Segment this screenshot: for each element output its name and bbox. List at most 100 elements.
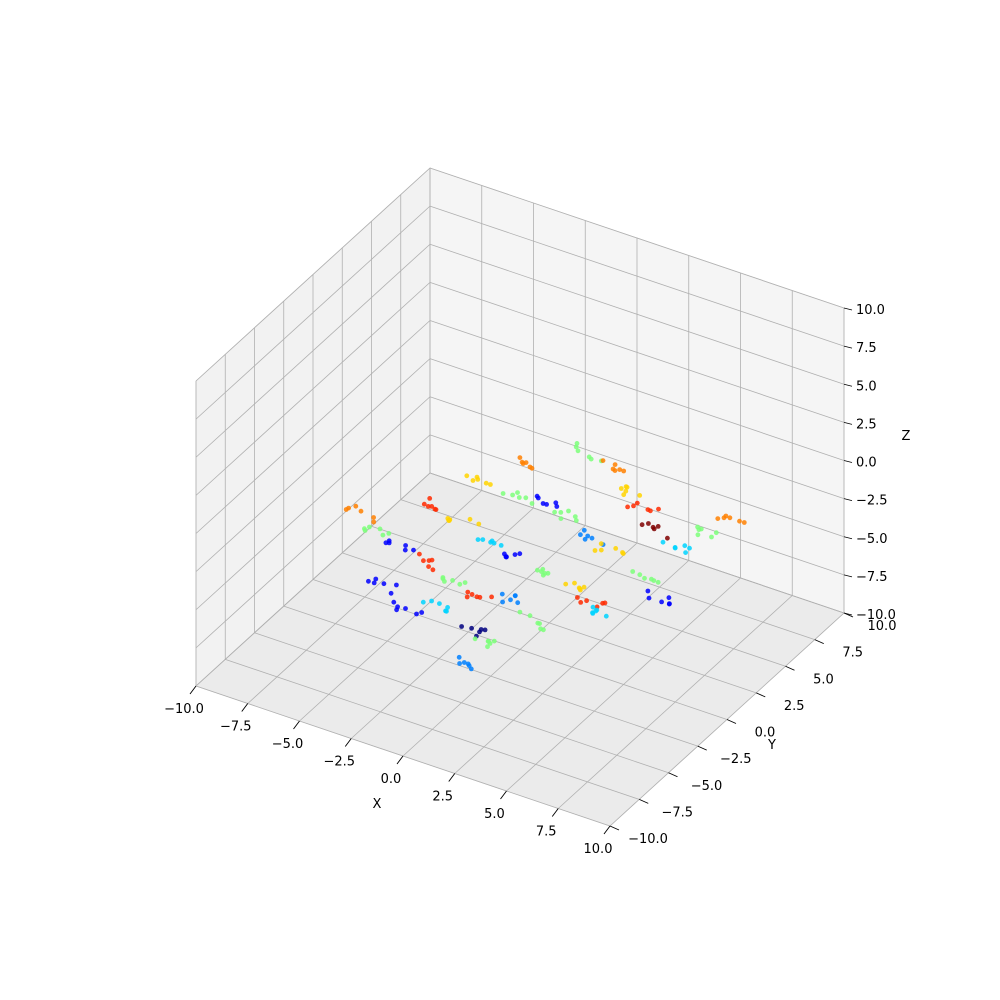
data-point <box>655 524 661 529</box>
data-point <box>429 598 434 604</box>
left-grid-z-4 <box>195 320 431 534</box>
z-tick-label: −2.5 <box>856 494 888 509</box>
data-point <box>695 532 701 538</box>
data-point <box>491 638 497 644</box>
data-point <box>517 455 523 460</box>
data-point <box>475 537 481 542</box>
data-point <box>465 661 471 667</box>
y-tick-2 <box>668 772 678 778</box>
left-grid-z-8 <box>195 167 431 382</box>
data-point <box>637 572 643 578</box>
floor-grid-x-6 <box>506 577 741 792</box>
y-tick-label: −2.5 <box>720 752 752 767</box>
y-tick-label: −7.5 <box>661 805 693 820</box>
data-point <box>440 575 446 580</box>
y-tick-label: −5.0 <box>691 779 723 794</box>
data-point <box>477 629 482 635</box>
data-point <box>402 547 408 553</box>
data-point <box>386 531 392 536</box>
back-grid-z-5 <box>429 281 845 423</box>
data-point <box>470 478 476 483</box>
data-point <box>529 465 535 471</box>
data-point <box>683 550 688 555</box>
data-point <box>512 552 518 557</box>
data-point <box>488 482 493 487</box>
data-point <box>371 519 377 525</box>
data-point <box>535 567 540 573</box>
y-axis-label: Y <box>767 738 776 753</box>
data-point <box>476 521 482 527</box>
data-point <box>598 541 604 547</box>
data-point <box>517 551 523 557</box>
data-point <box>593 608 599 614</box>
x-tick-label: −7.5 <box>220 720 252 735</box>
left-grid-z-6 <box>195 243 431 458</box>
data-point <box>575 448 581 454</box>
data-point <box>642 575 647 581</box>
data-point <box>482 627 488 633</box>
data-point <box>727 515 733 521</box>
data-point <box>447 517 453 523</box>
z-tick-label: −10.0 <box>856 608 896 623</box>
data-point <box>655 579 661 585</box>
data-point <box>444 608 449 614</box>
data-point <box>687 545 692 551</box>
data-point <box>456 654 462 660</box>
data-point <box>477 594 483 600</box>
data-point <box>450 578 455 583</box>
data-point <box>540 501 546 506</box>
data-point <box>682 543 688 549</box>
data-point <box>645 588 651 594</box>
data-point <box>491 540 497 546</box>
data-point <box>589 535 595 541</box>
data-point <box>498 543 504 548</box>
data-point <box>637 493 643 498</box>
data-point <box>353 503 359 509</box>
data-point <box>512 593 518 598</box>
data-point <box>394 582 399 588</box>
data-point <box>483 480 489 486</box>
data-point <box>425 504 431 509</box>
x-tick-3 <box>344 738 352 747</box>
data-point <box>721 515 727 521</box>
floor-grid-y-7 <box>400 499 815 641</box>
data-point <box>459 624 464 629</box>
data-point <box>578 532 583 538</box>
data-point <box>646 595 652 601</box>
data-point <box>457 581 463 587</box>
data-point <box>572 514 578 519</box>
data-point <box>715 516 721 521</box>
back-grid-z-4 <box>429 320 845 461</box>
data-point <box>554 504 560 509</box>
z-tick-8 <box>843 307 853 311</box>
data-point <box>563 581 569 587</box>
data-point <box>666 595 672 601</box>
data-point <box>645 507 651 512</box>
data-point <box>437 601 442 606</box>
data-point <box>581 527 587 533</box>
data-point <box>612 468 618 473</box>
data-point <box>613 546 619 551</box>
data-point <box>469 592 475 597</box>
data-point <box>573 518 579 523</box>
data-point <box>625 504 630 510</box>
data-point <box>520 461 526 466</box>
y-tick-7 <box>814 639 824 645</box>
data-point <box>572 580 577 586</box>
data-point <box>590 604 596 610</box>
z-tick-6 <box>843 383 853 387</box>
data-point <box>480 537 486 542</box>
data-point <box>485 644 490 650</box>
data-point <box>367 524 372 530</box>
data-point <box>598 547 604 553</box>
data-point <box>468 666 474 672</box>
data-point <box>381 581 387 587</box>
data-point <box>639 522 645 528</box>
data-point <box>741 520 747 525</box>
y-tick-label: 5.0 <box>813 672 834 687</box>
x-tick-7 <box>551 808 559 817</box>
data-point <box>461 660 467 665</box>
data-point <box>394 607 399 613</box>
data-point <box>552 509 557 515</box>
data-point <box>558 516 564 521</box>
